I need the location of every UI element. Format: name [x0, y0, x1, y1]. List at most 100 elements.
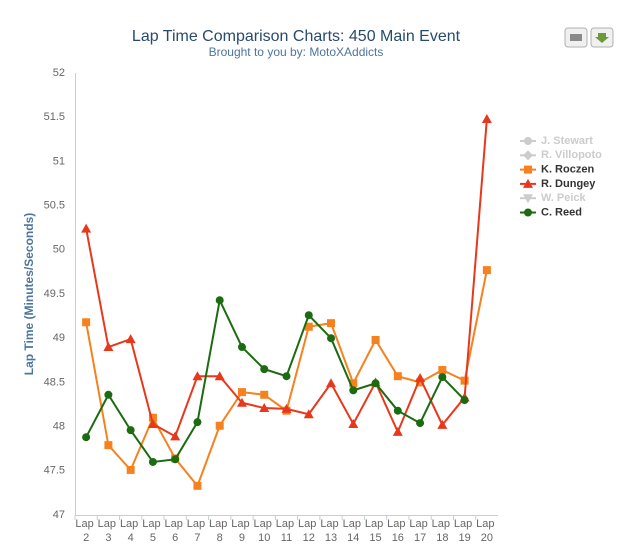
x-tick-label: Lap 12: [298, 518, 319, 544]
marker: [282, 372, 291, 381]
x-tick-label: Lap 8: [209, 518, 230, 544]
marker: [260, 365, 269, 374]
marker: [460, 396, 469, 405]
legend-label: C. Reed: [541, 206, 582, 218]
marker: [171, 455, 180, 464]
marker: [523, 178, 533, 188]
y-tick-label: 52: [53, 67, 65, 79]
y-axis-title: Lap Time (Minutes/Seconds): [22, 213, 36, 375]
series-line: [85, 118, 488, 438]
x-tick-label: Lap 9: [231, 518, 252, 544]
marker: [192, 371, 203, 381]
y-tick-label: 47.5: [44, 465, 65, 477]
marker: [215, 296, 224, 305]
marker: [104, 441, 113, 450]
y-tick-label: 48.5: [44, 376, 65, 388]
y-tick-label: 50.5: [44, 200, 65, 212]
export-button[interactable]: [590, 27, 614, 48]
marker: [438, 373, 447, 382]
marker: [260, 390, 269, 399]
marker: [125, 334, 136, 344]
export-icon: [595, 33, 609, 43]
print-icon: [570, 34, 582, 41]
y-tick-label: 48: [53, 421, 65, 433]
marker: [393, 372, 402, 381]
marker: [237, 343, 246, 352]
marker: [482, 266, 491, 275]
marker: [126, 426, 135, 435]
x-tick-label: Lap 15: [365, 518, 386, 544]
x-tick-label: Lap 3: [98, 518, 119, 544]
marker: [82, 318, 91, 327]
marker: [103, 342, 114, 352]
marker: [524, 137, 532, 145]
marker: [104, 390, 113, 399]
legend-item[interactable]: K. Roczen: [520, 164, 594, 176]
marker: [170, 431, 181, 441]
marker: [415, 372, 426, 382]
legend-label: K. Roczen: [541, 164, 594, 176]
marker: [460, 376, 469, 385]
x-tick-label: Lap 14: [343, 518, 364, 544]
marker: [304, 322, 313, 331]
x-tick-label: Lap 6: [164, 518, 185, 544]
x-tick-label: Lap 7: [187, 518, 208, 544]
marker: [349, 386, 358, 395]
marker: [327, 319, 336, 328]
print-button[interactable]: [564, 27, 588, 48]
marker: [193, 418, 202, 427]
marker: [371, 379, 380, 388]
marker: [326, 378, 337, 388]
marker: [392, 426, 403, 436]
x-tick-label: Lap 16: [387, 518, 408, 544]
x-tick-label: Lap 5: [142, 518, 163, 544]
marker: [523, 194, 533, 204]
marker: [437, 419, 448, 429]
series: [81, 113, 492, 441]
x-tick-label: Lap 11: [276, 518, 297, 544]
legend-label: W. Peick: [541, 192, 587, 204]
y-tick-label: 51: [53, 155, 65, 167]
legend-item[interactable]: C. Reed: [520, 206, 582, 218]
marker: [148, 457, 157, 466]
marker: [126, 465, 135, 474]
marker: [237, 388, 246, 397]
marker: [481, 113, 492, 123]
marker: [281, 403, 292, 413]
x-tick-label: Lap 20: [476, 518, 497, 544]
legend-label: R. Dungey: [541, 178, 596, 190]
y-tick-label: 51.5: [44, 111, 65, 123]
marker: [416, 378, 425, 387]
marker: [438, 366, 447, 375]
marker: [349, 379, 358, 388]
x-tick-label: Lap 13: [320, 518, 341, 544]
marker: [147, 418, 158, 428]
marker: [523, 150, 533, 161]
marker: [81, 223, 92, 233]
marker: [327, 334, 336, 343]
x-tick-label: Lap 19: [454, 518, 475, 544]
y-tick-label: 47: [53, 509, 65, 521]
marker: [524, 165, 532, 174]
y-tick-label: 49.5: [44, 288, 65, 300]
legend-item[interactable]: R. Villopoto: [520, 149, 602, 161]
legend-item[interactable]: R. Dungey: [520, 178, 596, 190]
marker: [215, 421, 224, 430]
chart-subtitle: Brought to you by: MotoXAddicts: [209, 45, 384, 59]
legend-item[interactable]: W. Peick: [520, 192, 587, 204]
marker: [148, 413, 157, 422]
marker: [393, 406, 402, 415]
x-tick-label: Lap 4: [120, 518, 141, 544]
marker: [214, 371, 225, 381]
legend-item[interactable]: J. Stewart: [520, 135, 593, 147]
marker: [82, 433, 91, 442]
series: [82, 296, 469, 466]
marker: [304, 311, 313, 320]
x-tick-label: Lap 17: [409, 518, 430, 544]
marker: [524, 208, 532, 217]
marker: [371, 335, 380, 344]
marker: [236, 397, 247, 407]
marker: [193, 481, 202, 490]
chart-title: Lap Time Comparison Charts: 450 Main Eve…: [132, 28, 461, 45]
